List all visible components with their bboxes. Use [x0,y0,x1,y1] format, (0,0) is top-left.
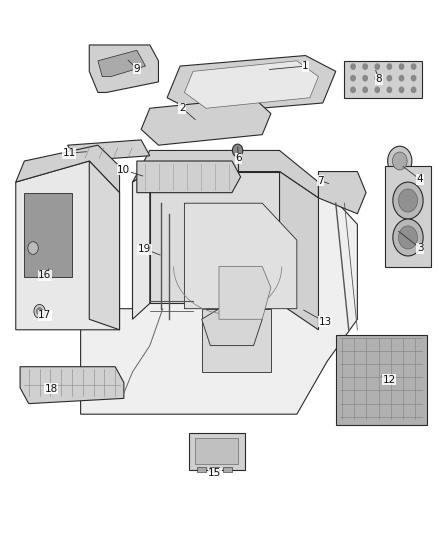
Circle shape [392,152,407,170]
Polygon shape [89,161,120,330]
Polygon shape [184,61,318,108]
Polygon shape [318,172,366,214]
Circle shape [411,87,416,92]
Circle shape [351,87,355,92]
Text: 17: 17 [38,310,51,320]
Text: 9: 9 [134,64,140,74]
Polygon shape [89,45,159,92]
Circle shape [375,64,379,69]
Polygon shape [16,161,120,330]
Text: 13: 13 [318,317,332,327]
Polygon shape [195,438,238,464]
Text: 10: 10 [117,165,131,175]
Circle shape [388,146,412,176]
Text: 2: 2 [179,103,186,114]
Polygon shape [25,192,72,277]
Text: 15: 15 [208,469,221,478]
Text: 18: 18 [45,384,58,394]
Circle shape [399,189,417,212]
Circle shape [399,64,404,69]
Text: 3: 3 [417,243,424,253]
Bar [198,467,206,472]
Polygon shape [16,145,120,192]
Polygon shape [20,367,124,403]
Text: 19: 19 [138,244,151,254]
Polygon shape [279,172,318,330]
Circle shape [28,241,38,254]
Circle shape [387,76,392,81]
Bar [210,467,219,472]
Text: 6: 6 [235,154,242,164]
Circle shape [375,87,379,92]
Polygon shape [202,309,271,372]
Circle shape [399,226,417,249]
Circle shape [387,64,392,69]
Text: 11: 11 [62,148,76,158]
Text: 7: 7 [317,175,324,185]
Text: 12: 12 [382,375,396,385]
Polygon shape [219,266,271,319]
Circle shape [34,304,45,318]
Polygon shape [167,55,336,114]
Polygon shape [141,98,271,145]
Polygon shape [133,172,150,319]
Text: 8: 8 [376,74,382,84]
Circle shape [351,76,355,81]
Circle shape [387,87,392,92]
Bar [223,467,232,472]
Text: 4: 4 [417,174,424,184]
Circle shape [411,64,416,69]
Polygon shape [67,140,150,161]
Circle shape [363,76,367,81]
Circle shape [36,308,42,315]
Text: 16: 16 [38,270,51,280]
Polygon shape [344,61,422,98]
Polygon shape [202,303,262,345]
Circle shape [375,76,379,81]
Polygon shape [189,433,245,470]
Circle shape [393,182,423,219]
Circle shape [363,64,367,69]
Polygon shape [98,50,145,77]
Circle shape [233,144,243,157]
Polygon shape [336,335,427,425]
Circle shape [399,76,404,81]
Polygon shape [184,203,297,309]
Polygon shape [385,166,431,266]
Circle shape [393,219,423,256]
Text: 1: 1 [302,61,309,71]
Polygon shape [81,182,357,414]
Polygon shape [137,161,240,192]
Polygon shape [150,172,279,303]
Circle shape [351,64,355,69]
Circle shape [399,87,404,92]
Circle shape [411,76,416,81]
Polygon shape [133,150,318,198]
Circle shape [363,87,367,92]
